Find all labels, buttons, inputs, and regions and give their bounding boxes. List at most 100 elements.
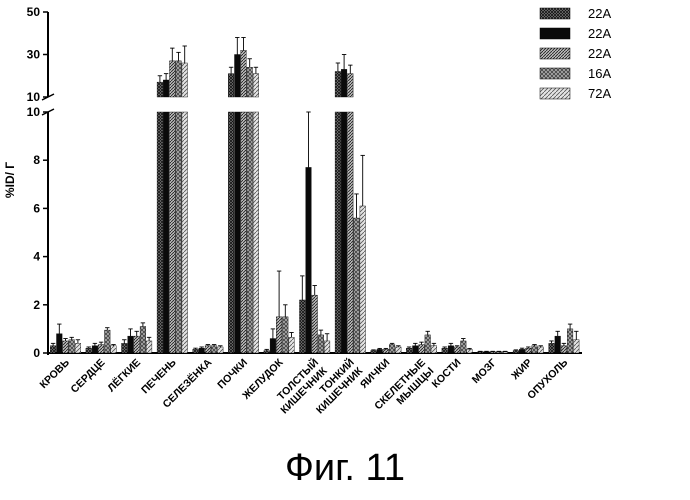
bar	[549, 343, 555, 353]
bar	[371, 351, 377, 353]
bar	[205, 346, 211, 353]
bar	[448, 346, 454, 353]
legend-swatch	[540, 48, 570, 59]
bar	[211, 346, 217, 353]
bar	[335, 72, 341, 98]
bar	[228, 112, 234, 353]
bar	[241, 50, 247, 97]
y-tick-label: 10	[27, 90, 41, 104]
y-tick-label: 0	[33, 346, 40, 360]
y-tick-label: 6	[33, 201, 40, 215]
bar	[146, 341, 152, 353]
y-tick-label: 8	[33, 153, 40, 167]
bar	[270, 339, 276, 353]
bar	[193, 349, 199, 353]
bar	[241, 112, 247, 353]
bar	[176, 112, 182, 353]
bar	[170, 61, 176, 97]
figure-caption: Фиг. 11	[0, 447, 690, 490]
bar	[157, 82, 163, 97]
bar	[538, 347, 544, 353]
bar	[461, 341, 467, 353]
y-axis-label: %ID/ Г	[3, 162, 17, 198]
bar	[163, 112, 169, 353]
bar	[442, 348, 448, 353]
legend-swatch	[540, 8, 570, 19]
bar	[383, 349, 389, 353]
category-label-line: ЛЁГКИЕ	[105, 356, 143, 394]
bar	[406, 348, 412, 353]
bar	[247, 112, 253, 353]
bar	[157, 112, 163, 353]
bar	[341, 112, 347, 353]
bar	[490, 352, 496, 353]
bar	[413, 346, 419, 353]
y-tick-label: 4	[33, 250, 40, 264]
bar	[140, 326, 146, 353]
bar	[276, 317, 282, 353]
category-label-line: ПОЧКИ	[215, 357, 250, 392]
bar	[235, 55, 241, 98]
y-tick-label: 2	[33, 298, 40, 312]
legend-label: 16А	[588, 66, 611, 81]
bar	[228, 74, 234, 97]
bar	[335, 112, 341, 353]
bar	[360, 206, 366, 353]
bar	[454, 347, 460, 353]
bar	[377, 349, 383, 353]
category-label: МОЗГ	[470, 357, 499, 386]
bar	[348, 112, 354, 353]
bar	[253, 112, 259, 353]
bar	[218, 347, 224, 353]
bar	[306, 167, 312, 353]
y-tick-label: 30	[27, 48, 41, 62]
bar	[496, 352, 502, 353]
category-label: ПОЧКИ	[215, 357, 250, 392]
bar	[396, 347, 402, 353]
bar	[341, 69, 347, 97]
y-tick-label: 10	[27, 105, 41, 119]
legend-label: 22А	[588, 6, 611, 21]
category-label: СЕРДЦЕ	[69, 357, 108, 396]
bar	[69, 340, 75, 353]
bar	[348, 74, 354, 97]
bar	[86, 348, 92, 353]
bar	[513, 351, 519, 353]
legend-label: 22А	[588, 46, 611, 61]
bar	[389, 345, 395, 353]
category-label-line: СЕРДЦЕ	[69, 357, 108, 396]
bar	[111, 346, 117, 353]
category-label-line: МОЗГ	[470, 357, 499, 386]
bar	[163, 80, 169, 97]
bar	[467, 349, 473, 353]
bar	[354, 218, 360, 353]
bar	[419, 345, 425, 353]
bar	[134, 336, 140, 353]
bar	[199, 348, 205, 353]
bar	[574, 340, 580, 353]
bar	[170, 112, 176, 353]
legend-swatch	[540, 68, 570, 79]
bar	[519, 349, 525, 353]
bar	[264, 351, 270, 353]
category-label-line: КРОВЬ	[38, 356, 73, 391]
legend-label: 22А	[588, 26, 611, 41]
bar	[50, 346, 56, 353]
bar	[182, 112, 188, 353]
bar	[561, 346, 567, 353]
bar	[431, 346, 437, 353]
bar	[283, 317, 289, 353]
bar	[182, 63, 188, 97]
bar	[478, 352, 484, 353]
legend-label: 72А	[588, 86, 611, 101]
category-label: ЖИР	[509, 357, 535, 383]
bar	[176, 61, 182, 97]
bar	[502, 352, 508, 353]
bar	[92, 346, 98, 353]
bar	[247, 67, 253, 97]
bar	[98, 345, 104, 353]
bar	[555, 336, 561, 353]
bar	[300, 300, 306, 353]
bar	[105, 330, 111, 353]
bar	[532, 346, 538, 353]
